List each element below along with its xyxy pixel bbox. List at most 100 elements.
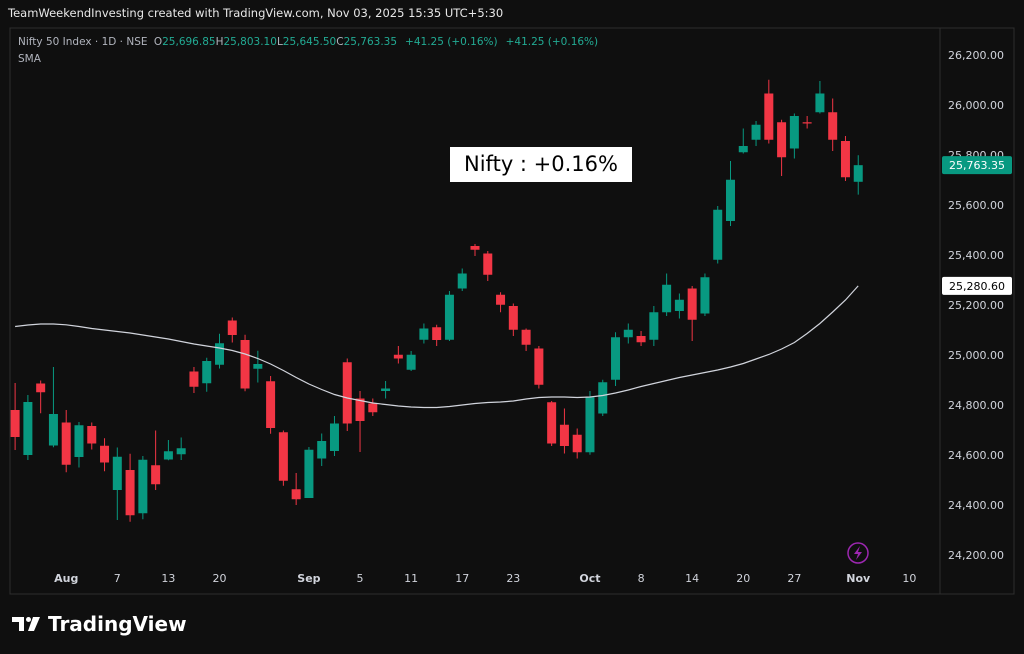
x-tick-label: 17: [455, 572, 469, 585]
event-icon[interactable]: [847, 542, 869, 564]
x-tick-label: 5: [357, 572, 364, 585]
candle-body: [840, 141, 850, 178]
candle-body: [189, 371, 199, 387]
x-tick-label: Nov: [846, 572, 871, 585]
legend-change: +41.25 (+0.16%): [505, 36, 599, 48]
brand-logo: [12, 617, 40, 631]
candle-body: [48, 414, 58, 446]
y-tick-label: 24,800.00: [948, 399, 1004, 412]
x-tick-label: 14: [685, 572, 699, 585]
candle-body: [534, 348, 544, 385]
candle-body: [176, 448, 186, 455]
x-tick-label: 10: [902, 572, 916, 585]
candle-body: [853, 165, 863, 182]
candle-body: [611, 337, 621, 380]
candle-body: [598, 382, 608, 414]
sma-line: [15, 285, 859, 409]
candle-body: [585, 397, 595, 453]
candle-body: [483, 253, 493, 275]
legend-change: +41.25 (+0.16%): [405, 36, 498, 48]
candle-body: [74, 425, 84, 457]
legend-field-label: H: [215, 36, 224, 48]
symbol: Nifty 50 Index · 1D · NSE: [18, 36, 148, 48]
candle-body: [751, 124, 761, 140]
y-tick-label: 25,000.00: [948, 349, 1004, 362]
candle-body: [419, 328, 429, 340]
candle-body: [163, 451, 173, 460]
y-tick-label: 25,600.00: [948, 199, 1004, 212]
brand: TradingView: [12, 612, 187, 636]
price-tag: [942, 276, 1012, 295]
y-tick-label: 25,200.00: [948, 299, 1004, 312]
candle-body: [266, 381, 276, 428]
candle-body: [87, 426, 97, 444]
candle-body: [278, 432, 288, 481]
candle-body: [789, 116, 799, 149]
candle-body: [291, 489, 301, 500]
x-tick-label: 20: [213, 572, 227, 585]
candle-body: [802, 122, 812, 124]
brand-name: TradingView: [48, 612, 187, 636]
candle-body: [381, 388, 391, 391]
candle-body: [253, 364, 263, 369]
candle-body: [112, 456, 122, 490]
x-tick-label: Oct: [579, 572, 600, 585]
candle-body: [649, 312, 659, 340]
candle-body: [815, 93, 825, 113]
candle-body: [725, 179, 735, 221]
x-tick-label: 11: [404, 572, 418, 585]
x-tick-label: 13: [161, 572, 175, 585]
y-tick-label: 26,000.00: [948, 99, 1004, 112]
candle-body: [368, 403, 378, 413]
candle-body: [304, 449, 314, 498]
candle-body: [10, 410, 20, 437]
candle-body: [329, 423, 339, 451]
candle-body: [202, 361, 212, 384]
x-tick-label: Aug: [54, 572, 78, 585]
candle-body: [508, 306, 518, 330]
credit: TeamWeekendInvesting created with Tradin…: [8, 6, 504, 20]
annotation: Nifty : +0.16%: [450, 147, 632, 182]
candle-body: [713, 209, 723, 260]
event-bolt: [854, 546, 862, 560]
legend-field-label: C: [336, 36, 344, 48]
candle-body: [777, 122, 787, 158]
candle-body: [444, 294, 454, 340]
legend-field-label: O: [153, 36, 163, 48]
candle-body: [432, 327, 442, 340]
candle-body: [317, 441, 327, 459]
price-tag: [942, 156, 1012, 175]
legend-field-value: 25,645.50: [282, 36, 337, 48]
candle-body: [393, 354, 403, 359]
candle-body: [572, 434, 582, 453]
candle-body: [521, 329, 531, 345]
candle-body: [559, 424, 569, 446]
candle-body: [674, 299, 684, 311]
candle-body: [36, 383, 46, 393]
x-tick-label: 20: [736, 572, 750, 585]
x-tick-label: Sep: [297, 572, 320, 585]
candle-body: [623, 329, 633, 338]
y-tick-label: 26,200.00: [948, 49, 1004, 62]
candle-body: [342, 362, 352, 424]
candle-body: [23, 402, 33, 455]
candle-body: [636, 336, 646, 343]
price-tag-label: 25,763.35: [949, 159, 1005, 172]
candle-body: [100, 445, 110, 463]
candle-body: [496, 294, 506, 305]
candle-body: [687, 288, 697, 320]
x-tick-label: 8: [638, 572, 645, 585]
candle-body: [700, 277, 710, 314]
y-tick-label: 25,400.00: [948, 249, 1004, 262]
candle-body: [227, 320, 237, 335]
candle-body: [240, 340, 250, 389]
candle-body: [457, 273, 467, 289]
legend-field-value: 25,696.85: [162, 36, 216, 48]
candle-body: [215, 343, 225, 365]
legend-field-value: 25,763.35: [343, 36, 398, 48]
sma-label: SMA: [18, 53, 41, 65]
candle-body: [355, 398, 365, 421]
y-tick-label: 24,400.00: [948, 499, 1004, 512]
